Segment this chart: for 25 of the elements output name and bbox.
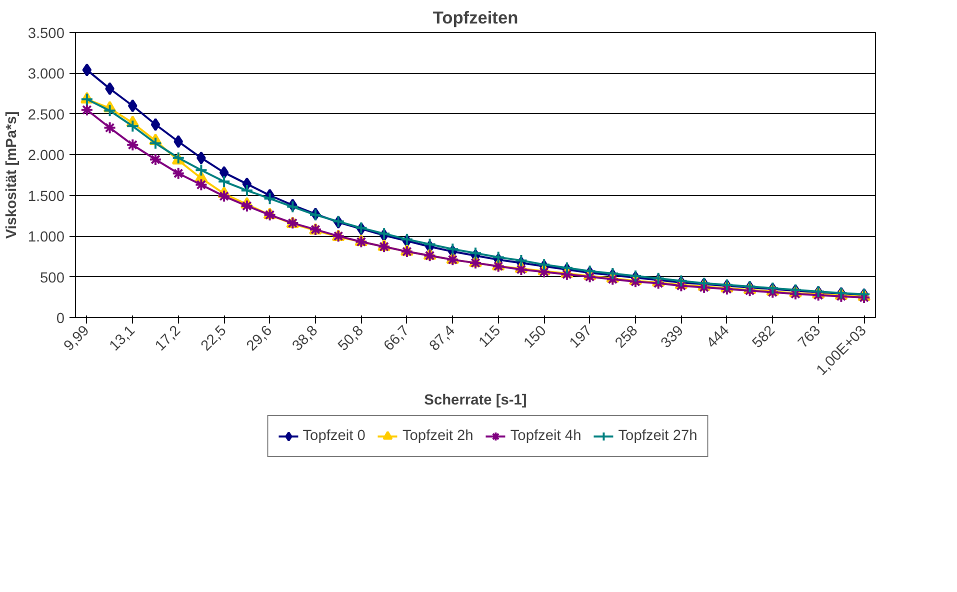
x-axis-title: Scherrate [s-1] <box>424 392 527 408</box>
y-tick-label: 500 <box>40 270 65 286</box>
y-tick-label: 3.000 <box>28 66 65 83</box>
x-tick-label: 13,1 <box>106 322 138 354</box>
y-axis-title: Viskosität [mPa*s] <box>4 111 20 239</box>
x-tick-label: 38,8 <box>290 322 322 354</box>
x-tick-label: 258 <box>612 322 642 352</box>
x-tick-label: 115 <box>476 322 504 351</box>
y-tick-label: 1.000 <box>28 230 65 246</box>
x-tick-label: 582 <box>750 322 778 352</box>
y-tick-label: 2.500 <box>28 107 65 124</box>
y-tick-label: 3.500 <box>28 26 65 42</box>
y-tick-label: 1.500 <box>28 188 65 205</box>
y-tick-label: 2.000 <box>28 148 65 164</box>
legend-label: Topfzeit 4h <box>510 428 582 444</box>
x-tick-label: 339 <box>658 322 687 352</box>
x-tick-label: 197 <box>566 322 596 352</box>
legend-label: Topfzeit 0 <box>302 428 366 444</box>
chart-title: Topfzeiten <box>432 8 518 28</box>
x-tick-label: 87,4 <box>426 322 458 354</box>
x-tick-label: 150 <box>521 322 550 352</box>
legend-label: Topfzeit 27h <box>618 428 698 444</box>
x-tick-label: 50,8 <box>335 322 367 354</box>
legend-label: Topfzeit 2h <box>402 428 474 444</box>
x-tick-label: 444 <box>704 322 733 352</box>
